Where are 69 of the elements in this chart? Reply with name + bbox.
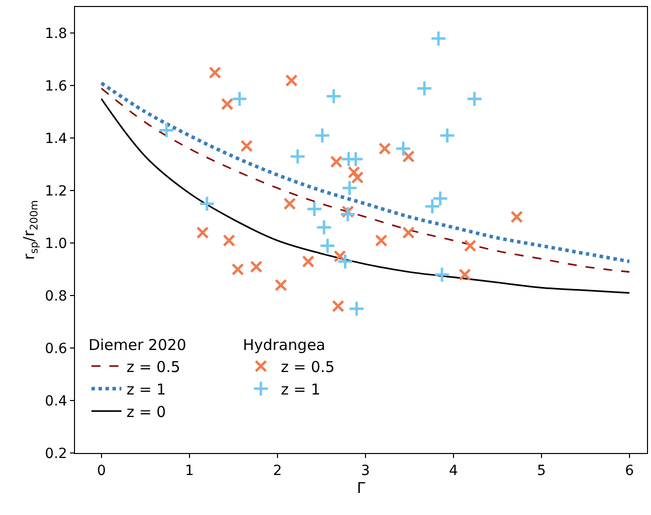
line-series — [100, 98, 630, 294]
y-tick-label: 1.6 — [44, 78, 68, 95]
point — [196, 226, 209, 239]
point — [332, 300, 344, 312]
point — [466, 90, 483, 108]
point — [319, 237, 336, 254]
point — [274, 278, 288, 292]
point — [198, 196, 216, 212]
point — [231, 90, 248, 108]
point — [285, 74, 298, 87]
point — [158, 122, 175, 139]
y-tick-label: 1.0 — [44, 236, 68, 252]
point — [394, 140, 412, 157]
point — [336, 253, 354, 270]
point — [430, 30, 447, 47]
y-tick-label: 1.4 — [44, 131, 68, 148]
point — [432, 190, 448, 207]
point — [348, 166, 360, 179]
point — [330, 156, 343, 168]
point — [402, 150, 415, 163]
legend-label: z = 1 — [126, 380, 166, 398]
y-tick-label: 0.6 — [44, 340, 68, 357]
point — [434, 266, 450, 283]
point — [316, 219, 332, 236]
y-tick-label: 0.8 — [44, 288, 68, 304]
point — [289, 148, 306, 165]
x-tick-label: 3 — [360, 462, 370, 479]
point — [334, 250, 346, 262]
text: Diemer 2020 — [88, 336, 186, 354]
point — [438, 127, 456, 144]
point — [220, 98, 234, 110]
point — [416, 80, 433, 97]
point — [306, 200, 323, 218]
text: Hydrangea — [242, 336, 326, 354]
point — [283, 198, 296, 210]
legend-label: z = 0 — [126, 402, 166, 421]
legend-label: z = 1 — [280, 380, 320, 398]
point — [348, 300, 365, 317]
y-tick-label: 1.2 — [44, 184, 68, 200]
point — [314, 127, 331, 144]
point — [458, 268, 472, 281]
y-tick-label: 0.2 — [44, 446, 68, 462]
x-axis-title: Γ — [356, 478, 366, 497]
x-tick-label: 0 — [96, 462, 106, 479]
legend-label: z = 0.5 — [280, 358, 335, 376]
point — [250, 260, 263, 273]
y-tick-label: 1.8 — [44, 26, 68, 42]
x-tick-label: 1 — [184, 462, 194, 479]
point — [340, 206, 356, 223]
point — [351, 171, 364, 184]
y-tick-label: 0.4 — [44, 393, 68, 410]
x-tick-label: 6 — [624, 462, 634, 479]
point — [325, 88, 342, 104]
point — [208, 66, 222, 79]
point — [424, 198, 441, 215]
point — [374, 234, 388, 247]
point — [222, 234, 236, 247]
point — [240, 140, 253, 152]
legend-label: z = 0.5 — [126, 358, 180, 376]
x-tick-label: 2 — [272, 462, 282, 479]
point — [341, 180, 358, 196]
point — [378, 142, 392, 155]
point — [510, 210, 524, 224]
point — [302, 255, 314, 268]
point — [464, 239, 476, 252]
point — [232, 263, 244, 276]
x-tick-label: 4 — [448, 462, 458, 479]
x-tick-label: 5 — [536, 462, 546, 479]
point — [402, 226, 415, 239]
